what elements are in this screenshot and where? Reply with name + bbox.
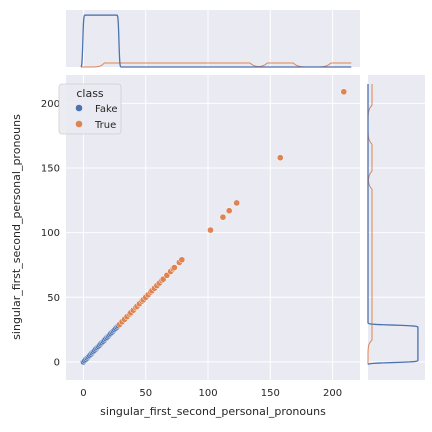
top-marginal-background	[66, 10, 360, 67]
x-tick-label: 100	[198, 388, 217, 399]
right-marginal	[367, 75, 425, 380]
x-tick-label: 0	[80, 388, 86, 399]
y-axis-ticks: 0 50 100 150 200	[41, 99, 60, 368]
legend-marker-fake	[75, 104, 83, 112]
x-tick-label: 200	[323, 388, 342, 399]
main-axes: 0 50 100 150 200 0 50 100 150 200 singular_first…	[10, 75, 360, 418]
point-true	[207, 226, 214, 234]
right-marginal-grid	[368, 102, 425, 363]
x-tick-label: 50	[139, 388, 152, 399]
top-marginal-grid	[82, 10, 334, 67]
y-tick-label: 150	[41, 164, 60, 175]
y-tick-label: 50	[47, 293, 60, 304]
legend-label-true: True	[94, 120, 116, 131]
y-axis-label: singular_first_second_personal_pronouns	[10, 114, 23, 340]
point-true	[219, 213, 227, 221]
right-marginal-background	[368, 75, 425, 380]
y-tick-label: 100	[41, 228, 60, 239]
legend: class Fake True	[58, 83, 122, 135]
scatter-points	[80, 88, 348, 366]
point-true	[340, 88, 348, 96]
x-axis-ticks: 0 50 100 150 200	[80, 388, 342, 399]
y-tick-label: 0	[54, 357, 60, 368]
right-marginal-fake-kde	[367, 84, 419, 365]
point-true	[276, 154, 284, 162]
point-true	[171, 264, 178, 271]
legend-label-fake: Fake	[95, 104, 118, 115]
top-marginal-fake-kde	[80, 14, 352, 68]
point-true	[233, 199, 241, 207]
x-axis-label: singular_first_second_personal_pronouns	[100, 405, 326, 418]
legend-title: class	[76, 87, 104, 100]
point-true	[225, 207, 233, 215]
top-marginal	[66, 10, 360, 68]
point-true	[178, 256, 186, 264]
legend-marker-true	[75, 120, 83, 128]
x-tick-label: 150	[261, 388, 280, 399]
legend-box	[58, 83, 122, 135]
y-tick-label: 200	[41, 99, 60, 110]
